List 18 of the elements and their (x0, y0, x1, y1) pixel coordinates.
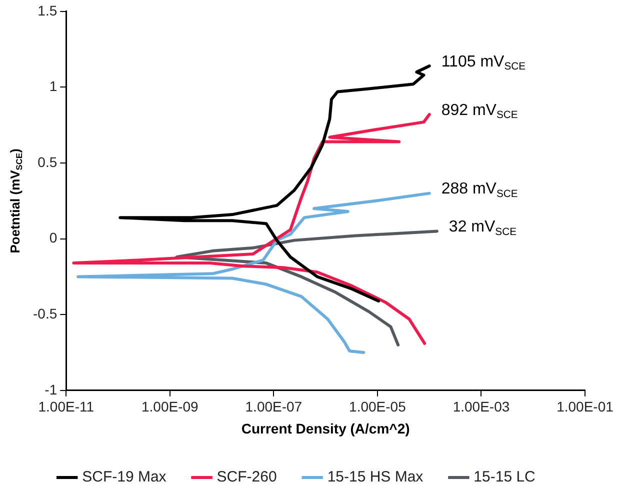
x-tick-label: 1.00E-01 (556, 398, 614, 415)
x-tick-label: 1.00E-05 (349, 398, 406, 415)
legend-label: SCF-19 Max (82, 468, 167, 486)
legend-label: 15-15 LC (474, 468, 536, 486)
y-tick-label: 0 (49, 230, 58, 246)
legend-label: 15-15 HS Max (327, 468, 424, 486)
x-tick-label: 1.00E-09 (141, 398, 199, 415)
x-tick-label: 1.00E-07 (245, 398, 302, 415)
y-axis-title: Poetntial (mVSCE) (8, 148, 24, 254)
y-tick-label: -1 (44, 381, 58, 398)
y-tick-label: 1 (49, 78, 58, 94)
y-tick-label: 1.5 (38, 2, 58, 18)
x-tick-label: 1.00E-11 (38, 398, 94, 415)
legend-label: SCF-260 (216, 468, 277, 486)
y-tick-label: -0.5 (33, 305, 58, 322)
x-tick-label: 1.00E-03 (452, 398, 510, 415)
x-axis-title: Current Density (A/cm^2) (241, 420, 410, 436)
y-tick-label: 0.5 (38, 154, 58, 170)
